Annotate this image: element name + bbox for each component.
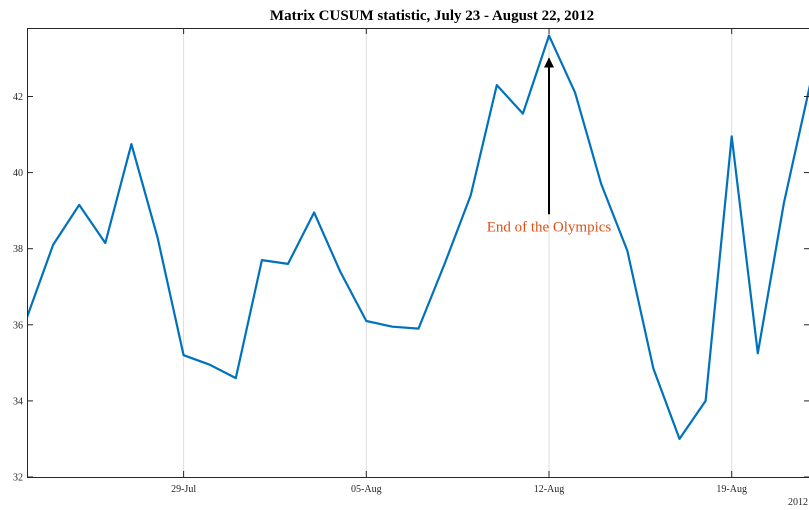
x-tick-label: 19-Aug (716, 484, 747, 495)
annotation-layer: End of the Olympics (487, 57, 612, 235)
plot-frame (27, 28, 809, 478)
annotation-label: End of the Olympics (487, 219, 612, 235)
y-tick-label: 40 (13, 168, 23, 179)
x-secondary-label: 2012 (788, 497, 808, 508)
series-layer (26, 34, 809, 440)
grid-layer (183, 28, 733, 477)
x-tick-label: 05-Aug (351, 484, 382, 495)
y-tick-label: 32 (13, 473, 23, 484)
y-tick-label: 34 (13, 396, 23, 407)
tick-layer: 29-Jul 05-Aug 12-Aug 19-Aug 2012 32 34 36 38 40 42 (13, 28, 809, 508)
series-line (27, 34, 809, 440)
x-tick-label: 29-Jul (171, 484, 196, 495)
x-tick-label: 12-Aug (534, 484, 565, 495)
y-tick-label: 38 (13, 244, 23, 255)
chart-title: Matrix CUSUM statistic, July 23 - August… (270, 8, 594, 24)
y-tick-label: 36 (13, 320, 23, 331)
y-tick-label: 42 (13, 92, 23, 103)
